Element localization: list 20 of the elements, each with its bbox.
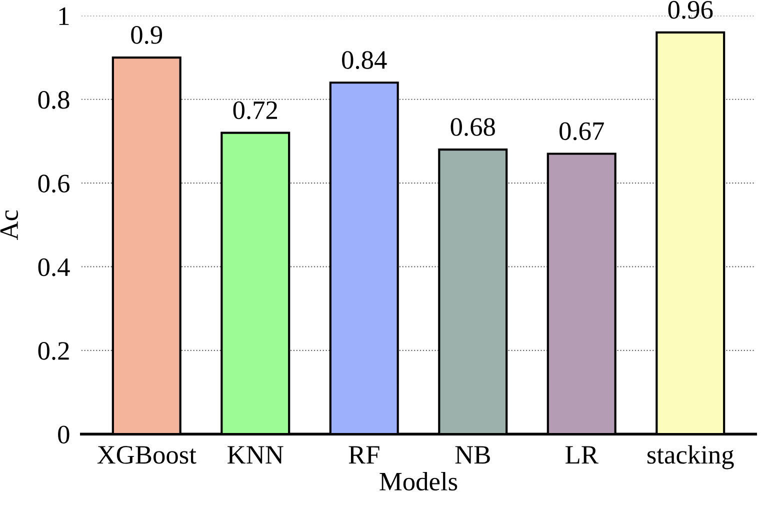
y-tick-label: 0.6 [38, 174, 70, 193]
y-tick-label: 1 [59, 7, 69, 25]
x-axis-title: Models [380, 472, 458, 491]
y-tick-label: 0 [58, 426, 70, 444]
x-tick-label: NB [455, 446, 490, 464]
y-axis-title: Ac [0, 210, 18, 240]
x-tick-label: LR [566, 446, 598, 464]
data-label: 0.72 [233, 101, 278, 120]
y-tick-label: 0.8 [38, 90, 70, 109]
data-label: 0.68 [450, 118, 495, 136]
y-tick-label: 0.2 [38, 342, 69, 360]
y-tick-label: 0.4 [38, 258, 70, 276]
data-label: 0.96 [668, 0, 713, 19]
x-tick-label: XGBoost [97, 446, 196, 464]
x-tick-label: KNN [228, 446, 284, 464]
data-label: 0.9 [131, 26, 162, 44]
data-label: 0.67 [560, 122, 604, 140]
x-tick-label: stacking [647, 445, 734, 470]
data-label: 0.84 [342, 51, 387, 70]
x-tick-label: RF [348, 446, 380, 464]
